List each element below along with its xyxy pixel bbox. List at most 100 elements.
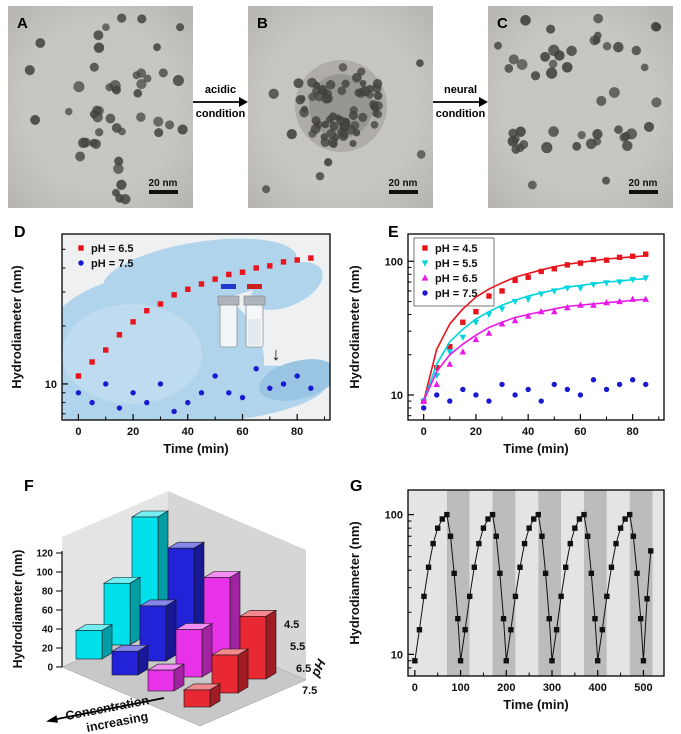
- data-point: [577, 260, 584, 266]
- transition-neural-condition: neural condition: [433, 84, 488, 120]
- scalebar-b: [389, 190, 418, 194]
- data-point: [550, 288, 558, 295]
- data-point: [185, 286, 191, 292]
- bar-front: [111, 650, 139, 676]
- data-point: [629, 295, 636, 302]
- data-point: [472, 335, 480, 343]
- data-point: [603, 299, 610, 306]
- data-point: [524, 296, 532, 303]
- y-tick-label: 100: [385, 510, 403, 522]
- data-point: [629, 377, 636, 383]
- panel-label-f: F: [24, 478, 34, 495]
- data-point: [546, 615, 552, 622]
- plot-frame: [407, 489, 665, 677]
- y-tick-label: 20: [42, 644, 54, 655]
- data-point: [471, 564, 477, 570]
- plot-band: [538, 490, 562, 676]
- data-point: [498, 306, 506, 313]
- data-point: [486, 398, 492, 404]
- plot-band: [629, 490, 653, 676]
- data-point: [581, 511, 587, 518]
- plot-band: [515, 490, 539, 676]
- transition-acidic-condition: acidic condition: [193, 84, 248, 120]
- concentration-arrow-shaft: [51, 697, 165, 721]
- data-point: [531, 516, 537, 522]
- data-point: [171, 292, 177, 298]
- red-mark: [247, 284, 262, 289]
- data-point: [212, 276, 218, 282]
- data-point: [103, 381, 109, 387]
- data-point: [584, 533, 591, 539]
- arrow-caption-top: acidic: [204, 84, 237, 96]
- data-point: [613, 540, 619, 547]
- data-point: [294, 373, 300, 379]
- data-point: [75, 390, 82, 396]
- x-tick-label: 100: [451, 682, 469, 694]
- data-point: [480, 525, 487, 531]
- tem-micrograph-b: [248, 6, 433, 208]
- data-point: [267, 385, 273, 391]
- data-point: [539, 533, 545, 539]
- data-point: [294, 257, 300, 263]
- legend-label: pH = 6.5: [435, 273, 478, 285]
- y-axis-title: Hydrodiameter (nm): [347, 521, 362, 645]
- data-point: [239, 269, 246, 275]
- data-point: [500, 615, 507, 622]
- chart-panel-e: 10 100 0 20 40 60 80 Time (min) Hydrodiameter (n…: [347, 233, 665, 456]
- data-point: [499, 288, 505, 294]
- data-point: [512, 392, 518, 398]
- data-point: [459, 334, 467, 341]
- right-arrow-icon: [193, 97, 248, 108]
- fit-curve: [422, 298, 646, 402]
- data-point: [512, 277, 518, 284]
- plot-band: [469, 490, 493, 676]
- data-point: [643, 381, 649, 388]
- data-point: [567, 540, 573, 547]
- data-point: [212, 373, 218, 379]
- data-point: [524, 312, 532, 319]
- data-point: [498, 320, 506, 327]
- data-point: [421, 593, 427, 600]
- glove-photo-inset: ↓: [62, 234, 330, 420]
- data-point: [253, 265, 259, 271]
- data-point: [412, 658, 418, 664]
- data-point: [588, 570, 595, 577]
- y-tick-label: 0: [47, 663, 53, 674]
- bar-side: [237, 648, 249, 694]
- x-tick-label: 20: [470, 426, 482, 438]
- blue-mark: [221, 284, 236, 289]
- data-point: [648, 548, 654, 554]
- data-point: [538, 268, 544, 275]
- data-point: [485, 516, 491, 522]
- concentration-arrow-head: [46, 715, 58, 723]
- bar-front: [183, 689, 211, 708]
- legend-label: pH = 6.5: [91, 243, 134, 255]
- data-point: [116, 405, 123, 411]
- data-point: [472, 319, 480, 326]
- data-point: [116, 332, 123, 338]
- data-point: [517, 564, 523, 570]
- data-point: [308, 385, 314, 391]
- x-tick-label: 500: [634, 682, 652, 694]
- data-point: [634, 570, 640, 577]
- data-point: [590, 301, 597, 308]
- data-point: [622, 516, 628, 522]
- data-point: [89, 399, 95, 406]
- x-tick-label: 80: [291, 426, 303, 438]
- data-point: [103, 347, 109, 353]
- data-point: [616, 381, 623, 388]
- data-point: [485, 329, 493, 336]
- plot-frame: [61, 233, 331, 421]
- x-tick-label: 60: [236, 426, 248, 438]
- data-point: [572, 525, 578, 531]
- legend-marker: [422, 245, 428, 251]
- data-point: [467, 593, 473, 600]
- data-point: [595, 658, 601, 664]
- data-point: [460, 386, 466, 393]
- data-point: [455, 615, 461, 622]
- data-point: [439, 516, 445, 522]
- arrow-caption-bottom: condition: [195, 108, 246, 121]
- legend-marker: [422, 290, 428, 296]
- data-point: [144, 399, 150, 406]
- data-point: [616, 254, 623, 261]
